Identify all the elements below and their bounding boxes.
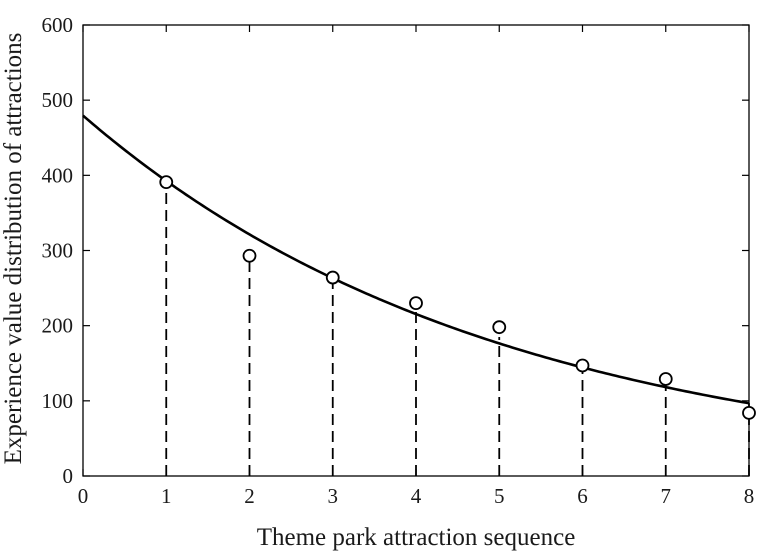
data-point xyxy=(159,175,174,189)
data-point xyxy=(325,270,340,285)
plot-frame xyxy=(82,24,750,477)
x-tick-label: 7 xyxy=(661,484,672,508)
y-tick-label: 200 xyxy=(42,314,74,338)
data-point xyxy=(409,296,423,311)
data-point xyxy=(575,358,590,373)
y-tick-label: 500 xyxy=(42,88,74,112)
y-tick-label: 300 xyxy=(42,239,74,263)
x-tick-label: 4 xyxy=(411,484,422,508)
curve-layer xyxy=(82,114,750,405)
data-point xyxy=(742,405,756,420)
x-tick-label: 6 xyxy=(577,484,588,508)
x-tick-label: 3 xyxy=(328,484,339,508)
y-tick-label: 100 xyxy=(42,389,74,413)
y-tick-label: 400 xyxy=(42,163,74,187)
x-tick-label: 2 xyxy=(244,484,255,508)
x-tick-label: 5 xyxy=(494,484,505,508)
y-axis-label: Experience value distribution of attract… xyxy=(0,33,27,465)
data-point xyxy=(242,248,257,263)
x-tick-label: 0 xyxy=(78,484,89,508)
data-point xyxy=(492,320,507,335)
ticks-layer: 0 1 2 3 4 5 6 7 8 0 100 200 300 400 500 600 xyxy=(42,13,755,508)
x-tick-label: 1 xyxy=(161,484,172,508)
data-point xyxy=(658,372,673,386)
points-layer xyxy=(159,175,756,420)
y-tick-label: 0 xyxy=(63,464,74,488)
fit-curve xyxy=(82,114,750,405)
x-tick-label: 8 xyxy=(744,484,755,508)
y-tick-label: 600 xyxy=(42,13,74,37)
x-axis-label: Theme park attraction sequence xyxy=(257,524,576,551)
